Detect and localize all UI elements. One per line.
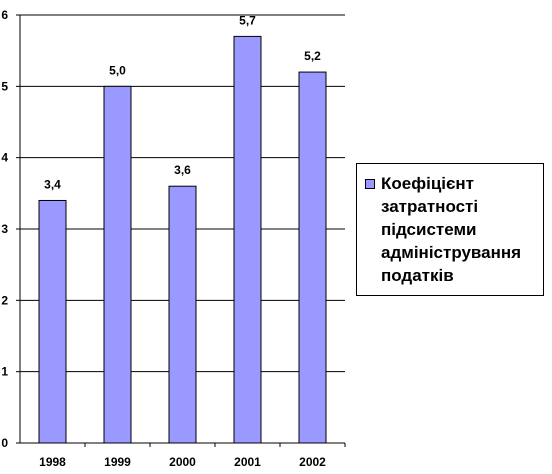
x-tick-label-2001: 2001: [234, 455, 261, 469]
data-label-1999: 5,0: [109, 63, 126, 77]
bar-2002: [298, 71, 327, 444]
x-tick-label-1998: 1998: [39, 455, 66, 469]
y-tick-label: 3: [1, 222, 8, 236]
bar-1998: [38, 199, 67, 444]
y-tick-label: 0: [1, 436, 8, 450]
legend-swatch: [365, 179, 375, 189]
y-tick-label: 4: [1, 151, 8, 165]
data-label-2002: 5,2: [304, 49, 321, 63]
legend-label: Коефіцієнт затратності підсистеми адміні…: [381, 174, 522, 285]
y-tick-label: 2: [1, 293, 8, 307]
x-tick-label-1999: 1999: [104, 455, 131, 469]
x-tick-labels: 1998 1999 2000 2001 2002: [39, 443, 346, 469]
legend: Коефіцієнт затратності підсистеми адміні…: [356, 163, 544, 296]
axes: [19, 15, 345, 444]
x-tick-label-2000: 2000: [169, 455, 196, 469]
data-label-1998: 3,4: [44, 177, 61, 191]
bar-2000: [168, 185, 197, 444]
y-tick-label: 5: [1, 79, 8, 93]
bar-1999: [103, 85, 132, 444]
y-tick-label: 6: [1, 8, 8, 22]
bar-2001: [233, 35, 262, 444]
y-tick-label: 1: [1, 365, 8, 379]
data-label-2000: 3,6: [174, 163, 191, 177]
data-labels: 3,4 5,0 3,6 5,7 5,2: [44, 13, 321, 191]
bars: [38, 35, 327, 444]
data-label-2001: 5,7: [239, 13, 256, 27]
y-tick-labels: 0 1 2 3 4 5 6: [1, 8, 8, 450]
x-tick-label-2002: 2002: [299, 455, 326, 469]
